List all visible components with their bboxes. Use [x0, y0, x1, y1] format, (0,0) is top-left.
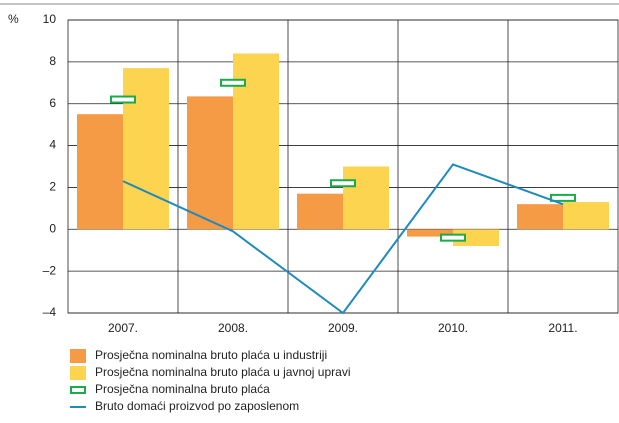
x-tick-label: 2008.: [218, 321, 248, 335]
bar: [187, 96, 233, 230]
x-tick-label: 2011.: [548, 321, 577, 335]
legend-label: Prosječna nominalna bruto plaća u javnoj…: [95, 365, 351, 379]
y-tick-label: 4: [49, 138, 56, 152]
legend-label: Prosječna nominalna bruto plaća: [95, 382, 270, 396]
line-series: [122, 163, 564, 315]
marker: [110, 95, 136, 104]
bar: [343, 166, 389, 230]
y-tick-label: 10: [43, 12, 57, 26]
legend-label: Bruto domaći proizvod po zaposlenom: [95, 399, 299, 413]
marker: [220, 78, 246, 87]
bar: [517, 204, 563, 230]
x-tick-label: 2009.: [328, 321, 358, 335]
legend-swatch: [70, 349, 86, 363]
bar: [77, 114, 123, 230]
bar: [407, 229, 453, 237]
y-axis-label: %: [8, 12, 19, 26]
bar: [453, 229, 499, 247]
y-tick-label: 0: [49, 221, 56, 235]
y-tick-label: –4: [43, 305, 57, 319]
y-tick-label: 2: [49, 180, 56, 194]
marker: [440, 233, 466, 242]
bar: [297, 193, 343, 230]
legend-swatch: [70, 366, 86, 380]
marker: [550, 193, 576, 202]
legend-label: Prosječna nominalna bruto plaća u indust…: [95, 348, 327, 362]
marker: [330, 179, 356, 188]
x-tick-label: 2007.: [108, 321, 138, 335]
legend-swatch: [70, 386, 86, 394]
bar: [123, 68, 169, 230]
y-tick-label: 6: [49, 96, 56, 110]
x-tick-label: 2010.: [438, 321, 468, 335]
y-tick-label: 8: [49, 54, 56, 68]
y-tick-label: –2: [43, 263, 57, 277]
bar: [563, 202, 609, 230]
